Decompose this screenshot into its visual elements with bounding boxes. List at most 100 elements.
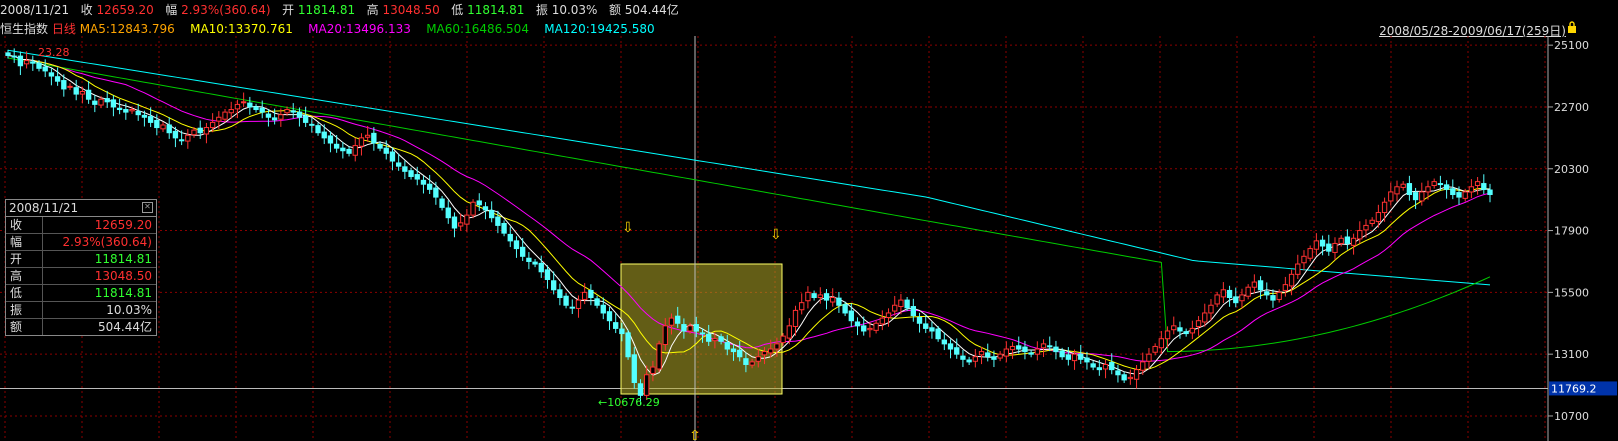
candle-body [606,311,613,322]
candle-body [1121,374,1127,381]
candle-body [321,131,327,139]
candle-body [309,123,315,126]
ma10-line [7,54,1491,371]
candle-body [997,353,1003,359]
panel-header: 2008/11/21 ✕ [6,200,156,217]
candle-body [73,87,79,95]
candle-body [1164,330,1171,340]
candle-body [42,66,48,72]
candle-body [1437,183,1444,186]
candle-body [470,201,476,216]
candle-body [1487,189,1493,196]
candle-body [1146,353,1152,362]
candle-body [234,103,241,110]
candle-body [240,101,247,104]
candle-body [445,207,451,219]
candle-body [172,130,179,139]
candle-body [1127,376,1134,380]
candle-body [1233,296,1239,304]
candle-body [861,325,867,332]
candle-body [17,55,24,67]
candle-body [1474,181,1481,186]
candle-body [1462,191,1468,199]
candle-body [830,297,836,303]
candle-body [755,356,761,362]
candle-body [1183,331,1189,335]
candle-body [1295,263,1301,275]
candle-body [340,147,346,152]
candle-body [1065,354,1072,360]
candle-body [631,354,637,383]
candle-body [954,347,960,355]
candle-body [1220,289,1227,298]
candle-body [116,107,123,111]
candle-body [1096,367,1103,371]
candle-body [259,107,265,113]
candle-body [1022,346,1028,353]
quote-info-panel: 2008/11/21 ✕ 收 12659.20 幅 2.93%(360.64) 开 118… [5,199,157,336]
selection-box [620,263,783,395]
candle-body [1425,186,1431,193]
candle-body [1040,343,1047,349]
quote-date: 2008/11/21 [0,3,70,17]
candle-body [1009,345,1016,351]
candle-body [222,111,228,120]
candle-body [569,306,575,309]
date-range[interactable]: 2008/05/28-2009/06/17(259日) [1379,24,1566,38]
candle-body [383,147,389,154]
candle-body [296,111,303,118]
candle-body [637,383,644,396]
candle-body [377,143,383,149]
candle-body [1381,201,1388,214]
candle-body [160,124,166,130]
candle-body [972,356,979,362]
open-value: 11814.81 [297,3,356,17]
period-label[interactable]: 日线 [51,22,76,36]
candle-body [265,113,272,118]
candle-body [352,145,358,156]
down-arrow-icon: ⇩ [770,227,782,243]
candle-body [668,317,675,326]
candle-body [141,114,148,118]
candle-body [228,109,234,114]
candle-body [916,316,923,324]
close-label: 收 [80,3,93,17]
candle-body [420,179,427,185]
candle-body [1443,184,1450,190]
lock-icon[interactable] [1567,21,1577,33]
amplitude-value: 10.03% [551,3,598,17]
candle-body [1226,289,1233,299]
candle-body [315,125,321,134]
candle-body [662,325,668,346]
candle-body [656,343,662,370]
candle-body [54,76,61,82]
candle-body [842,304,848,314]
ma120-label: MA120:19425.580 [544,22,655,36]
candlestick-chart[interactable]: 25100 22700 20300 17900 15500 13100 10700 11769… [0,36,1618,441]
candle-body [1133,369,1140,380]
candle-body [389,151,396,162]
close-icon[interactable]: ✕ [142,202,153,213]
candle-body [594,298,600,306]
panel-row-value: 11814.81 [94,252,152,266]
candle-body [681,324,687,332]
candle-body [464,214,470,225]
candle-body [1369,219,1375,224]
panel-row-label: 额 [10,320,23,334]
candle-body [848,310,854,322]
candle-body [761,351,768,356]
candle-body [749,361,755,366]
index-name[interactable]: 恒生指数 [0,22,49,36]
candle-body [867,327,873,331]
candle-body [364,134,371,138]
candle-body [1412,192,1419,201]
candle-body [1388,191,1394,202]
candle-body [501,222,507,234]
ma60-line [7,57,1491,353]
candle-body [284,109,290,114]
candle-body [1016,345,1022,350]
candle-body [910,306,916,317]
candle-body [693,324,699,332]
candle-body [588,289,594,299]
candle-body [333,143,340,149]
